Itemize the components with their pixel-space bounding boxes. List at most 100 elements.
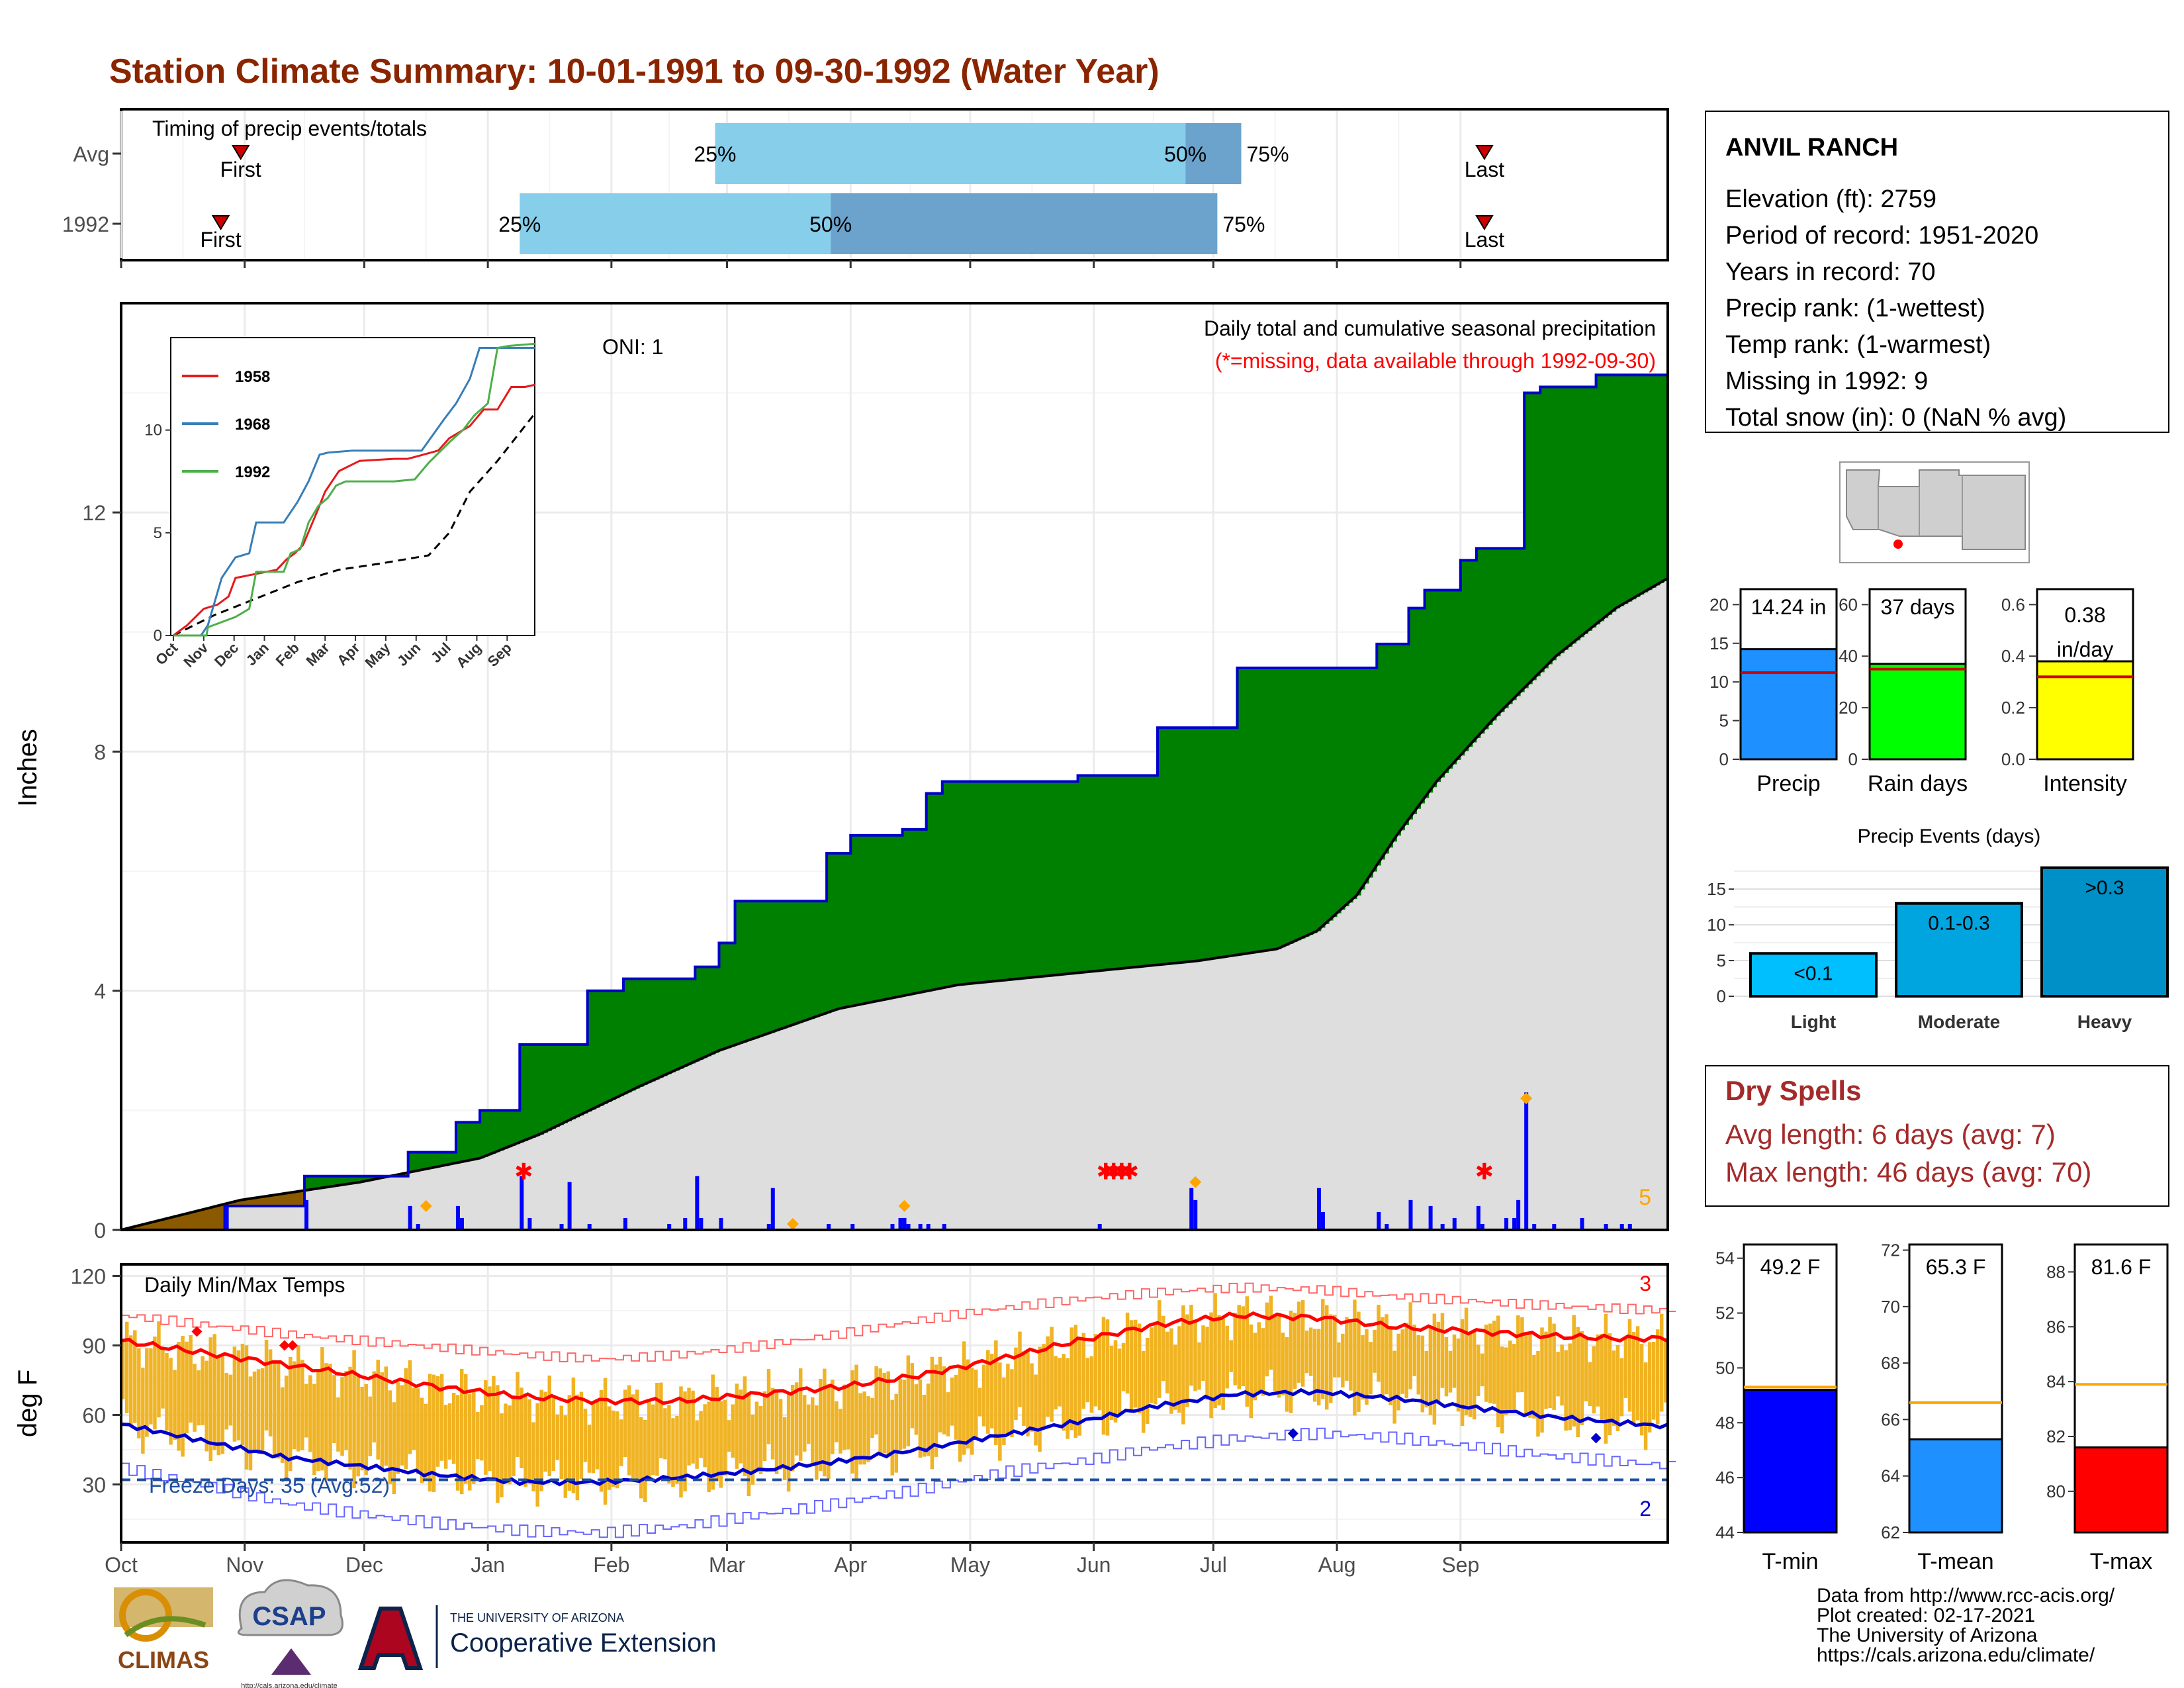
heavy-event-marker: [1520, 1092, 1533, 1105]
temp-bar-tick-label: 54: [1715, 1248, 1735, 1268]
temp-bar-tick-label: 44: [1715, 1523, 1735, 1542]
timing-panel: Timing of precip events/totals Avg 25% 50%…: [62, 108, 1669, 268]
event-category-label: Moderate: [1918, 1011, 2000, 1032]
avg-cumulative-line: [120, 577, 1668, 1231]
precip-daily-bars: [224, 1092, 1632, 1230]
footer-line: Plot created: 02-17-2021: [1817, 1605, 2035, 1626]
temp-bar-tick-label: 70: [1881, 1297, 1900, 1317]
temp-corner-top: 3: [1639, 1272, 1651, 1295]
month-tick-label: Jun: [1077, 1553, 1111, 1577]
last-event-label: Last: [1465, 228, 1505, 252]
event-category-label: Light: [1791, 1011, 1836, 1032]
events-y-tick-label: 10: [1707, 915, 1726, 935]
daily-temp-range-bars: [121, 1293, 1668, 1507]
daily-precip-bar: [695, 1176, 700, 1230]
month-axis: Oct Nov Dec Jan Feb Mar Apr May Jun Jul Aug Sep: [105, 1542, 1479, 1577]
dry-spells-title: Dry Spells: [1725, 1075, 1861, 1106]
ua-name: THE UNIVERSITY OF ARIZONA: [450, 1611, 624, 1624]
daily-precip-bar: [1512, 1217, 1517, 1230]
temp-summary-bars: 44 46 48 50 52 54 49.2 F T-min 62 64 66 68 70 72 65.3 …: [1715, 1241, 2169, 1574]
month-tick-label: Sep: [1441, 1553, 1479, 1577]
precip-header: Daily total and cumulative seasonal prec…: [1204, 316, 1656, 340]
pct-75-label: 75%: [1222, 212, 1265, 236]
daily-precip-bar: [459, 1217, 464, 1230]
precip-y-axis: 0 4 8 12: [82, 501, 121, 1243]
record-low-marker: [1287, 1428, 1298, 1439]
daily-precip-bar: [1504, 1217, 1509, 1230]
temp-y-tick-label: 60: [82, 1404, 106, 1428]
csap-logo-text: CSAP: [252, 1602, 326, 1631]
summary-bar-value-label: 0.38: [2064, 603, 2105, 627]
daily-precip-bar: [559, 1223, 564, 1230]
locator-map: [1839, 461, 2030, 563]
timing-bar-q50-q75: [1185, 123, 1242, 184]
first-event-label: First: [220, 158, 261, 181]
temp-corner-bottom: 2: [1639, 1497, 1651, 1521]
daily-precip-bar: [1580, 1217, 1584, 1230]
dry-spells-avg: Avg length: 6 days (avg: 7): [1725, 1119, 2056, 1150]
temp-y-tick-label: 120: [71, 1265, 106, 1289]
month-tick-label: Jul: [1200, 1553, 1227, 1577]
temp-bar-tick-label: 52: [1715, 1303, 1735, 1323]
daily-precip-bar: [527, 1217, 532, 1230]
station-line: Elevation (ft): 2759: [1725, 185, 1936, 213]
record-high-marker: [279, 1340, 290, 1351]
timing-bar-q25-q50: [715, 123, 1186, 184]
station-line: Temp rank: (1-warmest): [1725, 331, 1991, 359]
events-y-tick-label: 0: [1717, 986, 1726, 1006]
daily-precip-bar: [1408, 1199, 1413, 1230]
daily-precip-bar: [1627, 1223, 1632, 1230]
cumulative-1992-line: [121, 373, 1669, 1231]
missing-data-marker: ✱: [1096, 1160, 1115, 1185]
month-tick-label: Apr: [834, 1553, 867, 1577]
summary-bar-tick-label: 0.0: [2001, 749, 2025, 769]
avg-max-temp-line: [120, 1311, 1669, 1406]
last-event-label: Last: [1465, 158, 1505, 181]
station-line: Period of record: 1951-2020: [1725, 222, 2038, 250]
daily-precip-bar: [455, 1205, 460, 1230]
ua-cooperative-extension: Cooperative Extension: [450, 1628, 716, 1658]
event-bar: [1749, 952, 1878, 998]
temp-bar-value: [1743, 1389, 1838, 1534]
precip-y-label: Inches: [13, 729, 42, 807]
month-tick-label: Jan: [471, 1553, 505, 1577]
timing-bars: [520, 123, 1242, 254]
temp-bar-tick-label: 72: [1881, 1241, 1900, 1260]
heavy-event-marker: [786, 1217, 799, 1230]
month-tick-label: Feb: [593, 1553, 629, 1577]
missing-data-marker: ✱: [1475, 1160, 1494, 1185]
missing-data-marker: ✱: [1105, 1160, 1124, 1185]
temp-bar-value-label: 81.6 F: [2091, 1255, 2152, 1279]
csap-mountain-graphic: [271, 1648, 311, 1675]
inset-legend-label: 1968: [235, 416, 270, 434]
daily-precip-bar: [1452, 1217, 1457, 1230]
csap-logo: CSAP http://cals.arizona.edu/climate: [237, 1579, 343, 1688]
daily-precip-bar: [1476, 1205, 1480, 1230]
summary-bar-charts: 0 5 10 15 20 14.24 in Precip 0 20 40 60 37 days Rain…: [1709, 588, 2134, 796]
month-tick-label: Nov: [226, 1553, 263, 1577]
precip-corner-value: 5: [1639, 1185, 1651, 1210]
daily-precip-bar: [906, 1223, 911, 1230]
daily-precip-bar: [1619, 1223, 1624, 1230]
summary-bar-value-unit: in/day: [2057, 637, 2113, 661]
footer-line: The University of Arizona: [1817, 1624, 2038, 1646]
summary-bar-value: [1739, 648, 1838, 761]
event-category-label: Heavy: [2077, 1011, 2132, 1032]
temp-bar-tick-label: 82: [2046, 1427, 2066, 1446]
daily-precip-bar: [902, 1217, 907, 1230]
daily-precip-bar: [1316, 1188, 1321, 1230]
daily-precip-bar: [1524, 1092, 1529, 1230]
month-tick-label: Aug: [1318, 1553, 1356, 1577]
temp-bar-tick-label: 46: [1715, 1468, 1735, 1487]
avg-min-temp-line: [120, 1387, 1668, 1487]
inset-frame: [170, 337, 535, 636]
daily-precip-bar: [850, 1223, 855, 1230]
climas-logo: CLIMAS: [114, 1587, 213, 1673]
precip-events-chart: Precip Events (days) 0 5 10 15 <0.1 Light 0.1-…: [1707, 825, 2169, 1032]
month-tick-label: Oct: [105, 1553, 138, 1577]
daily-precip-bar: [1552, 1223, 1557, 1230]
summary-bar-tick-label: 20: [1839, 698, 1858, 718]
record-high-marker: [191, 1326, 203, 1337]
temp-bar-tick-label: 80: [2046, 1481, 2066, 1501]
